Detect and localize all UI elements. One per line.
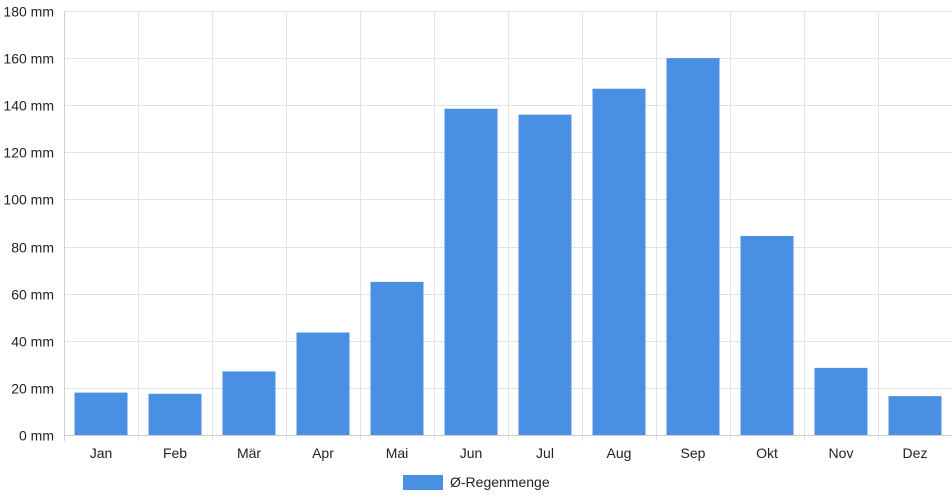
chart-legend[interactable]: Ø-Regenmenge [403, 474, 550, 490]
y-tick-label: 40 mm [11, 334, 54, 350]
bar[interactable] [444, 108, 498, 435]
y-tick-label: 120 mm [3, 145, 54, 161]
chart-grid [64, 11, 952, 441]
y-tick-label: 80 mm [11, 240, 54, 256]
chart-bars [74, 58, 942, 436]
x-tick-label: Sep [681, 445, 706, 461]
bar[interactable] [222, 371, 276, 435]
x-tick-label: Apr [312, 445, 334, 461]
legend-swatch[interactable] [403, 475, 443, 490]
bar[interactable] [518, 114, 572, 436]
y-tick-label: 140 mm [3, 98, 54, 114]
y-tick-label: 60 mm [11, 287, 54, 303]
bar[interactable] [74, 392, 128, 435]
x-tick-label: Jun [460, 445, 483, 461]
x-axis-ticks: Jan Feb Mär Apr Mai Jun Jul Aug Sep Okt Nov Dez [90, 445, 928, 461]
bar[interactable] [740, 235, 794, 435]
legend-label[interactable]: Ø-Regenmenge [450, 474, 550, 490]
x-tick-label: Mär [237, 445, 261, 461]
bar[interactable] [296, 332, 350, 435]
bar[interactable] [592, 88, 646, 435]
x-tick-label: Nov [829, 445, 854, 461]
y-tick-label: 20 mm [11, 381, 54, 397]
x-tick-label: Okt [756, 445, 778, 461]
y-tick-label: 160 mm [3, 51, 54, 67]
y-tick-label: 0 mm [19, 428, 54, 444]
bar[interactable] [888, 396, 942, 435]
x-tick-label: Jan [90, 445, 113, 461]
x-tick-label: Dez [903, 445, 928, 461]
y-tick-label: 180 mm [3, 4, 54, 20]
x-tick-label: Jul [536, 445, 554, 461]
y-axis-ticks: 0 mm 20 mm 40 mm 60 mm 80 mm 100 mm 120 mm 140 … [3, 4, 54, 444]
bar[interactable] [148, 393, 202, 435]
bar[interactable] [370, 281, 424, 435]
bar[interactable] [814, 367, 868, 435]
x-tick-label: Feb [163, 445, 187, 461]
x-tick-label: Aug [607, 445, 632, 461]
x-tick-label: Mai [386, 445, 409, 461]
bar[interactable] [666, 58, 720, 435]
y-tick-label: 100 mm [3, 192, 54, 208]
